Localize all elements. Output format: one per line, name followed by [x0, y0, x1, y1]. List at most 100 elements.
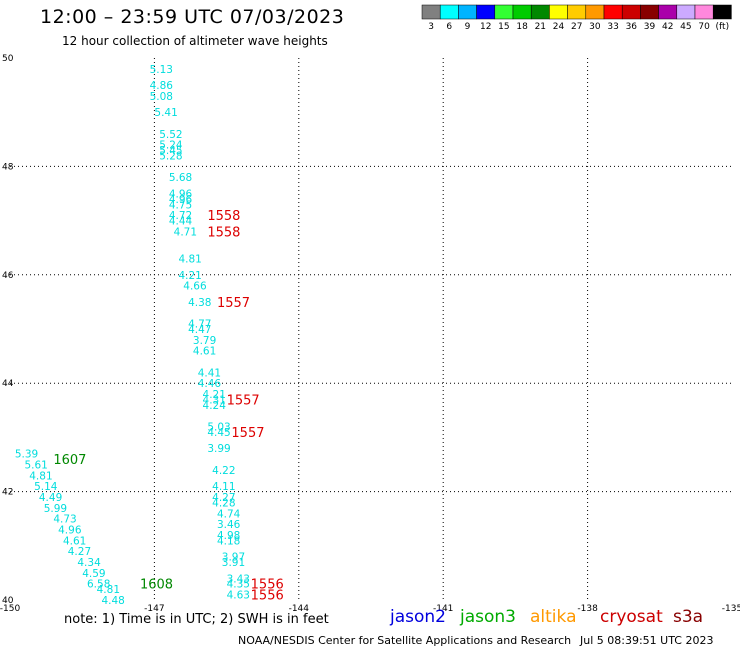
y-tick-label: 42 — [2, 488, 13, 498]
wave-height-label: 4.45 — [207, 427, 230, 439]
wave-height-label: 4.61 — [63, 535, 86, 547]
wave-height-label: 5.08 — [150, 91, 173, 103]
legend-cryosat: cryosat — [600, 607, 663, 627]
wave-height-label: 4.31 — [203, 394, 226, 406]
wave-height-label: 4.22 — [212, 465, 235, 477]
wave-height-label: 4.73 — [53, 514, 76, 526]
colorbar-label: 70 — [698, 22, 710, 32]
wave-height-label: 4.48 — [101, 595, 124, 607]
credit-text: NOAA/NESDIS Center for Satellite Applica… — [238, 634, 572, 647]
legend-s3a: s3a — [673, 607, 704, 627]
wave-height-label: 4.96 — [58, 525, 82, 537]
colorbar-label: 12 — [480, 22, 491, 32]
wave-height-label: 4.28 — [212, 497, 235, 509]
colorbar-swatch — [603, 4, 623, 20]
wave-height-label: 3.99 — [207, 443, 230, 455]
legend-altika: altika — [530, 607, 577, 627]
colorbar-label: 21 — [535, 22, 546, 32]
colorbar-label: 33 — [607, 22, 618, 32]
wave-height-label: 4.86 — [150, 80, 174, 92]
colorbar-swatch — [421, 4, 441, 20]
colorbar-swatch — [621, 4, 641, 20]
wave-height-label: 4.81 — [29, 470, 52, 482]
time-label: 1558 — [207, 209, 240, 224]
wave-height-label: 3.79 — [193, 335, 216, 347]
wave-height-label: 4.81 — [97, 584, 120, 596]
y-tick-label: 44 — [2, 379, 14, 389]
time-label: 1557 — [217, 296, 250, 311]
colorbar-label: 27 — [571, 22, 582, 32]
time-label: 1557 — [227, 393, 260, 408]
colorbar-label: 6 — [446, 22, 452, 32]
x-tick-label: -141 — [433, 604, 453, 614]
colorbar-swatch — [694, 4, 714, 20]
wave-height-label: 4.77 — [188, 319, 211, 331]
colorbar-swatch — [494, 4, 514, 20]
wave-height-label: 5.39 — [15, 449, 38, 461]
time-label: 1608 — [140, 578, 173, 593]
wave-height-label: 4.38 — [188, 297, 211, 309]
wave-height-label: 4.27 — [212, 492, 235, 504]
wave-height-label: 5.13 — [150, 64, 173, 76]
x-tick-label: -150 — [0, 604, 20, 614]
colorbar-swatch — [585, 4, 605, 20]
colorbar-label: 24 — [553, 22, 565, 32]
wave-height-label: 4.74 — [217, 508, 241, 520]
colorbar-swatch — [658, 4, 678, 20]
x-tick-label: -135 — [722, 604, 740, 614]
colorbar-label: 3 — [428, 22, 434, 32]
wave-height-label: 4.47 — [188, 324, 211, 336]
wave-height-label: 5.45 — [159, 145, 182, 157]
wave-height-label: 5.41 — [154, 107, 177, 119]
wave-height-label: 4.96 — [169, 194, 193, 206]
wave-height-label: 5.24 — [159, 140, 183, 152]
wave-height-label: 6.58 — [87, 579, 110, 591]
wave-height-label: 4.34 — [77, 557, 101, 569]
wave-height-label: 4.71 — [174, 226, 197, 238]
wave-height-label: 4.59 — [82, 568, 105, 580]
colorbar-label: 15 — [498, 22, 509, 32]
wave-height-label: 4.41 — [198, 367, 221, 379]
page-title: 12:00 – 23:59 UTC 07/03/2023 — [40, 6, 345, 28]
wave-height-label: 4.44 — [169, 216, 193, 228]
wave-height-label: 4.24 — [203, 400, 227, 412]
colorbar-swatch — [640, 4, 659, 20]
colorbar-swatch — [458, 4, 477, 20]
legend-jason2: jason2 — [390, 607, 446, 627]
colorbar-label: 9 — [465, 22, 471, 32]
wave-height-label: 3.43 — [227, 573, 250, 585]
colorbar-label: (ft) — [716, 22, 730, 32]
colorbar-swatch — [512, 4, 532, 20]
time-label: 1607 — [53, 453, 86, 468]
wave-height-label: 5.28 — [159, 151, 182, 163]
time-label: 1557 — [231, 426, 264, 441]
colorbar-swatch — [530, 4, 550, 20]
footer-note: note: 1) Time is in UTC; 2) SWH is in fe… — [64, 612, 329, 627]
wave-height-label: 4.21 — [178, 270, 201, 282]
x-tick-label: -144 — [289, 604, 310, 614]
wave-height-label: 5.03 — [207, 422, 230, 434]
page-subtitle: 12 hour collection of altimeter wave hei… — [62, 34, 328, 48]
wave-height-label: 4.18 — [217, 535, 240, 547]
wave-height-label: 4.21 — [203, 389, 226, 401]
colorbar-swatch — [712, 4, 732, 20]
wave-height-label: 4.11 — [212, 481, 235, 493]
timestamp-text: Jul 5 08:39:51 UTC 2023 — [580, 634, 714, 647]
wave-height-label: 4.81 — [178, 254, 201, 266]
wave-height-label: 5.68 — [169, 172, 192, 184]
time-label: 1556 — [251, 589, 284, 604]
time-label: 1558 — [207, 225, 240, 240]
wave-height-label: 4.72 — [169, 210, 192, 222]
wave-height-label: 4.35 — [227, 579, 250, 591]
wave-height-label: 5.14 — [34, 481, 58, 493]
colorbar-label: 36 — [626, 22, 638, 32]
wave-height-label: 3.46 — [217, 519, 241, 531]
y-tick-label: 40 — [2, 596, 14, 606]
colorbar-label: 18 — [516, 22, 528, 32]
y-tick-label: 50 — [2, 54, 14, 64]
time-label: 1556 — [251, 578, 284, 593]
colorbar-swatch — [549, 4, 568, 20]
wave-height-label: 4.66 — [183, 281, 207, 293]
wave-height-label: 4.61 — [193, 346, 216, 358]
